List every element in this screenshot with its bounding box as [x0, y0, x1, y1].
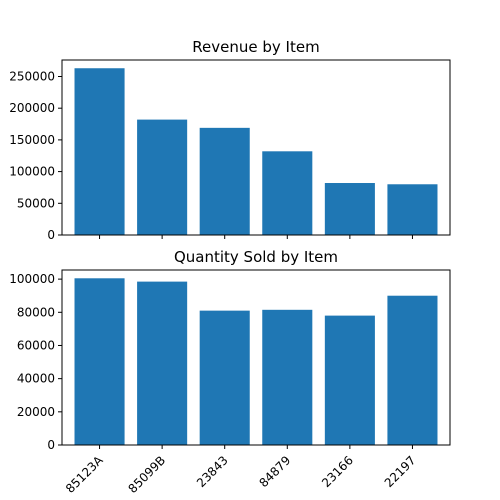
revenue-bars — [74, 68, 438, 235]
quantity-y-tick-label: 80000 — [17, 305, 55, 319]
revenue-y-tick-label: 0 — [47, 228, 55, 242]
revenue-axes-frame — [61, 59, 451, 236]
revenue-bar-22197 — [387, 184, 438, 235]
revenue-y-tick-label: 150000 — [9, 133, 55, 147]
quantity-y-tick-label: 60000 — [17, 338, 55, 352]
revenue-y-tick-label: 50000 — [17, 196, 55, 210]
revenue-y-tick-label: 200000 — [9, 101, 55, 115]
revenue-y-tick-label: 250000 — [9, 69, 55, 83]
revenue-bar-84879 — [262, 151, 313, 235]
quantity-y-tick-label: 100000 — [9, 272, 55, 286]
revenue-bar-23843 — [199, 127, 250, 235]
quantity-chart-title: Quantity Sold by Item — [174, 248, 338, 266]
quantity-y-tick-label: 0 — [47, 438, 55, 452]
quantity-y-tick-label: 20000 — [17, 405, 55, 419]
quantity-bar-85123A — [74, 278, 125, 445]
revenue-y-tick-label: 100000 — [9, 165, 55, 179]
quantity-bar-23843 — [199, 310, 250, 445]
revenue-chart: Revenue by Item 0 50000 100000 150000 200000… — [9, 38, 451, 242]
quantity-y-tick-label: 40000 — [17, 372, 55, 386]
revenue-bar-23166 — [324, 183, 375, 235]
revenue-chart-title: Revenue by Item — [192, 38, 319, 56]
quantity-y-axis: 0 20000 40000 60000 80000 100000 — [9, 272, 62, 452]
revenue-y-axis: 0 50000 100000 150000 200000 250000 — [9, 69, 62, 242]
quantity-bar-85099B — [137, 281, 188, 445]
quantity-bars — [74, 278, 438, 445]
revenue-bar-85123A — [74, 68, 125, 235]
revenue-bar-85099B — [137, 119, 188, 235]
quantity-bar-84879 — [262, 309, 313, 445]
quantity-bar-22197 — [387, 295, 438, 445]
revenue-x-axis — [99, 235, 413, 239]
quantity-bar-23166 — [324, 315, 375, 445]
quantity-axes-frame — [61, 269, 451, 446]
